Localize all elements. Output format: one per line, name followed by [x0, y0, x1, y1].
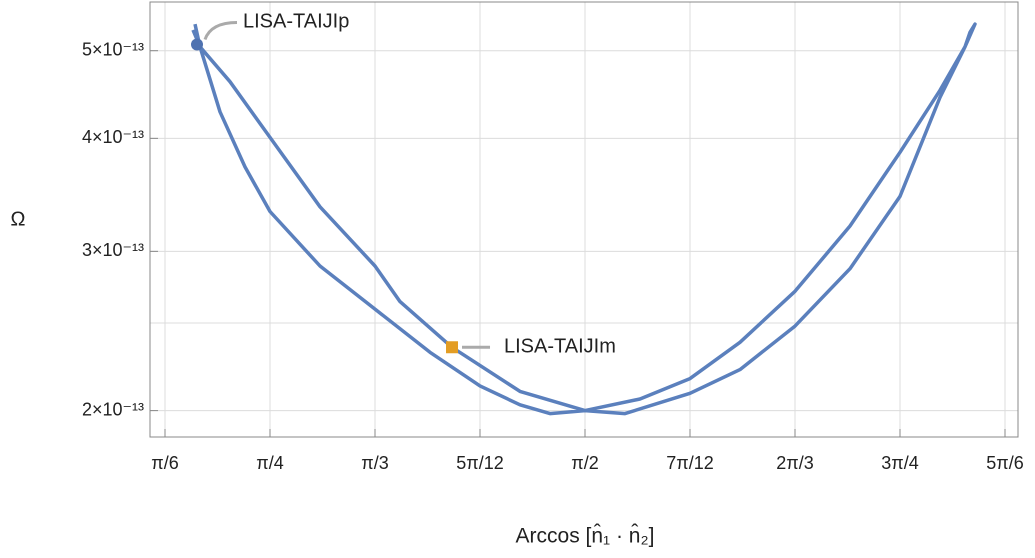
x-tick-label: 7π/12 [666, 453, 713, 473]
plot-frame [149, 1, 1019, 438]
y-tick-label: 3×10⁻¹³ [82, 240, 144, 260]
x-tick-label: 2π/3 [776, 453, 813, 473]
annotation-label: LISA-TAIJIm [504, 336, 616, 358]
y-tick-label: 2×10⁻¹³ [82, 399, 144, 419]
annotation-label: LISA-TAIJIp [243, 11, 349, 33]
marker [191, 38, 204, 51]
x-tick-label: 5π/6 [986, 453, 1023, 473]
x-tick-label: π/4 [256, 453, 283, 473]
curve [191, 22, 977, 416]
callout-line [203, 20, 238, 41]
y-tick-label: 5×10⁻¹³ [82, 39, 144, 59]
x-tick-label: π/2 [571, 453, 598, 473]
y-tick-label: 4×10⁻¹³ [82, 127, 144, 147]
x-tick-label: π/3 [361, 453, 388, 473]
x-tick-label: 5π/12 [456, 453, 503, 473]
x-tick-label: 3π/4 [881, 453, 918, 473]
x-axis-label: Arccos [n̂₁ · n̂₂] [516, 524, 655, 547]
x-tick-label: π/6 [151, 453, 178, 473]
y-axis-label: Ω [11, 208, 26, 230]
marker [446, 341, 459, 354]
